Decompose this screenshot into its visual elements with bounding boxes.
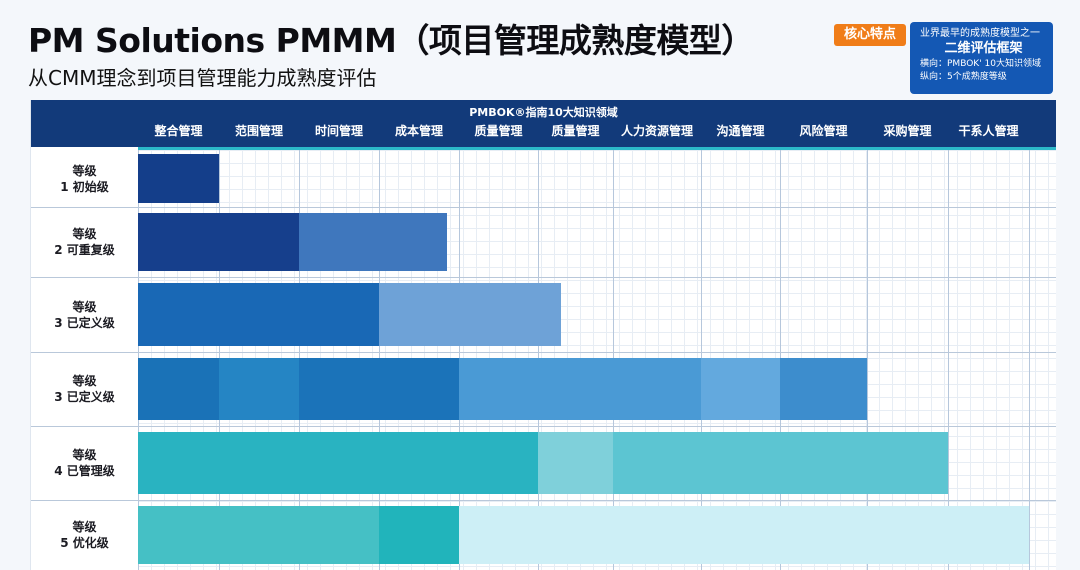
maturity-bar-segment	[138, 213, 299, 271]
maturity-bar-segment	[780, 358, 867, 420]
maturity-bar-segment	[138, 432, 538, 494]
header-accent-line	[138, 147, 1056, 150]
header-title: PMBOK®指南10大知识领域	[469, 106, 618, 119]
column-header: 干系人管理	[958, 124, 1019, 138]
maturity-bar-segment	[613, 432, 948, 494]
level-label-word: 等级	[72, 227, 97, 241]
level-label-word: 等级	[72, 448, 97, 462]
column-header: 范围管理	[234, 124, 283, 138]
column-header: 成本管理	[394, 124, 443, 138]
column-header: 风险管理	[799, 124, 848, 138]
column-header: 整合管理	[154, 124, 203, 138]
level-label: 等级 1 初始级	[31, 163, 138, 195]
page-subtitle: 从CMM理念到项目管理能力成熟度评估	[28, 66, 377, 90]
level-label-name: 5 优化级	[60, 536, 109, 550]
maturity-bar-segment	[459, 358, 701, 420]
level-label-name: 2 可重复级	[54, 243, 115, 257]
column-header: 质量管理	[474, 124, 523, 138]
column-header: 沟通管理	[716, 124, 765, 138]
maturity-bar-segment	[138, 358, 219, 420]
level-label-name: 3 已定义级	[54, 390, 115, 404]
maturity-bar-segment	[701, 358, 780, 420]
maturity-bar-segment	[219, 358, 299, 420]
level-label-word: 等级	[72, 163, 97, 178]
column-header: 采购管理	[883, 124, 932, 138]
column-header: 质量管理	[551, 124, 600, 138]
feature-tag: 核心特点	[834, 24, 906, 46]
grid-row-line	[31, 352, 1056, 353]
level-label: 等级 2 可重复级	[31, 226, 138, 258]
page-title: PM Solutions PMMM（项目管理成熟度模型）	[28, 21, 754, 60]
maturity-bar-segment	[299, 358, 459, 420]
level-label-word: 等级	[72, 374, 97, 388]
level-label-word: 等级	[72, 520, 97, 534]
maturity-bar-segment	[138, 154, 219, 203]
grid-row-line	[31, 426, 1056, 427]
feature-line-2: 二维评估框架	[944, 41, 1023, 56]
feature-box: 业界最早的成熟度模型之一 二维评估框架 横向：PMBOK' 10大知识领域 纵向…	[910, 22, 1053, 94]
matrix-header: PMBOK®指南10大知识领域 整合管理 范围管理 时间管理 成本管理 质量管理 质量管理…	[31, 100, 1056, 147]
grid-column-line	[867, 150, 868, 570]
feature-line-1: 业界最早的成熟度模型之一	[920, 28, 1040, 39]
grid-row-line	[31, 207, 1056, 208]
level-label-name: 3 已定义级	[54, 315, 115, 330]
level-label: 等级 4 已管理级	[31, 447, 138, 479]
column-header: 人力资源管理	[620, 124, 693, 138]
maturity-matrix: PMBOK®指南10大知识领域 整合管理 范围管理 时间管理 成本管理 质量管理 质量管理…	[30, 100, 1056, 570]
grid-column-line	[1029, 150, 1030, 570]
feature-line-4: 纵向：5个成熟度等级	[920, 72, 1007, 82]
grid-row-line	[31, 277, 1056, 278]
maturity-bar-segment	[538, 432, 613, 494]
maturity-bar-segment	[459, 506, 1029, 564]
maturity-bar-segment	[299, 213, 447, 271]
maturity-bar-segment	[379, 506, 459, 564]
column-header: 时间管理	[314, 124, 363, 138]
level-label: 等级 3 已定义级	[31, 299, 138, 331]
level-label-word: 等级	[72, 299, 97, 314]
level-label: 等级 5 优化级	[31, 519, 138, 551]
grid-row-line	[31, 500, 1056, 501]
level-label: 等级 3 已定义级	[31, 373, 138, 405]
grid-column-line	[948, 150, 949, 570]
feature-line-3: 横向：PMBOK' 10大知识领域	[920, 59, 1041, 69]
level-label-name: 4 已管理级	[54, 464, 115, 478]
maturity-bar-segment	[138, 283, 379, 346]
level-label-name: 1 初始级	[60, 179, 109, 194]
maturity-bar-segment	[138, 506, 379, 564]
maturity-bar-segment	[379, 283, 561, 346]
